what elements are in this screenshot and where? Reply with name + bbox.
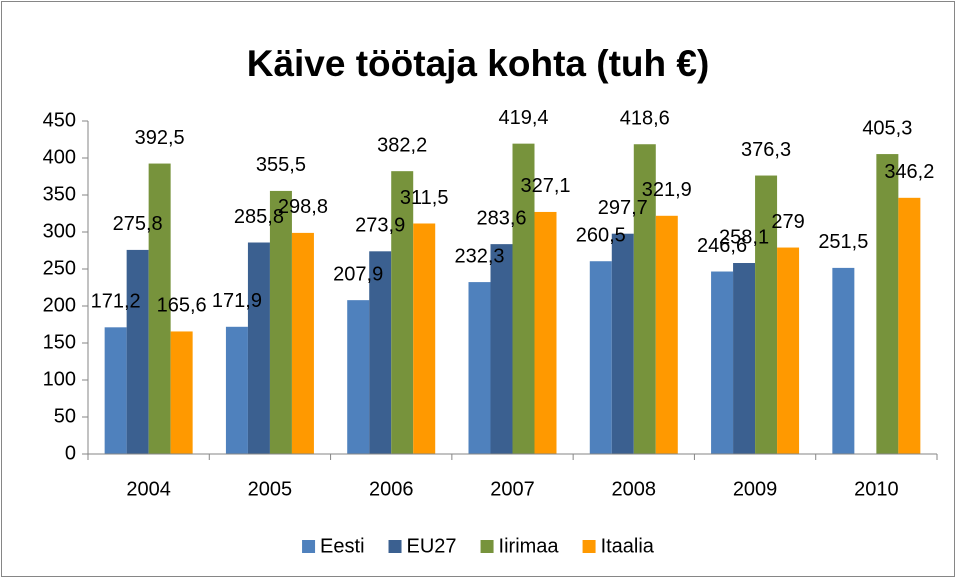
data-label: 279 [771,211,804,233]
data-label: 418,6 [620,108,670,130]
data-label: 346,2 [884,161,934,183]
data-label: 405,3 [862,117,912,139]
data-label: 321,9 [642,179,692,201]
data-label: 355,5 [256,154,306,176]
data-label: 258,1 [719,226,769,248]
legend-swatch [302,540,316,553]
chart-title: Käive töötaja kohta (tuh €) [247,43,710,84]
y-tick-label: 50 [54,405,76,427]
y-tick-label: 300 [43,220,76,242]
bar [777,247,800,454]
y-tick-label: 400 [43,146,76,168]
bar [104,327,127,454]
y-tick-label: 0 [65,442,76,464]
data-label: 298,8 [278,196,328,218]
data-label: 297,7 [598,197,648,219]
bar [876,154,899,454]
bar [247,242,270,454]
bar [391,171,414,454]
data-label: 273,9 [355,215,405,237]
bar [225,326,248,454]
y-tick-label: 100 [43,368,76,390]
x-tick-label: 2005 [248,478,293,500]
bar [589,261,612,454]
bar [832,267,855,454]
bar [269,190,292,454]
bar [733,263,756,454]
data-label: 376,3 [741,139,791,161]
y-tick-label: 250 [43,257,76,279]
y-tick-label: 150 [43,331,76,353]
data-label: 232,3 [454,245,504,267]
bar [898,197,921,454]
bar [369,251,392,454]
x-tick-label: 2010 [854,478,899,500]
bar [291,232,314,454]
legend-swatch [582,540,596,553]
bar [126,249,149,454]
bar [512,143,535,455]
data-label: 165,6 [157,295,207,317]
y-tick-label: 450 [43,109,76,131]
bar [170,331,193,454]
legend-label: Itaalia [601,535,655,557]
data-label: 251,5 [818,231,868,253]
data-label: 311,5 [400,187,449,209]
x-tick-label: 2007 [490,478,535,500]
legend-swatch [388,540,402,553]
x-tick-label: 2004 [126,478,171,500]
data-label: 171,9 [212,290,262,312]
bar [711,271,734,454]
bar [468,282,491,454]
bar [148,163,171,455]
y-tick-label: 200 [43,294,76,316]
legend-swatch [480,540,494,553]
data-label: 207,9 [333,263,383,285]
bar [633,144,656,454]
bar [413,223,436,454]
bar [534,211,557,454]
legend-label: Iirimaa [499,535,560,557]
data-label: 275,8 [113,213,163,235]
data-label: 171,2 [91,291,141,313]
legend-label: Eesti [320,535,364,557]
y-tick-label: 350 [43,183,76,205]
bar [655,215,678,454]
data-label: 260,5 [576,225,626,247]
data-label: 392,5 [135,127,185,149]
data-label: 382,2 [377,134,427,156]
x-tick-label: 2008 [612,478,657,500]
data-label: 246,6 [697,235,747,257]
data-label: 283,6 [476,207,526,229]
data-label: 327,1 [520,175,570,197]
data-label: 419,4 [498,107,548,129]
bar [490,244,513,454]
x-tick-label: 2006 [369,478,414,500]
legend-label: EU27 [407,535,457,557]
x-tick-label: 2009 [733,478,778,500]
bar [755,175,778,454]
bar [347,300,370,454]
data-label: 285,8 [234,206,284,228]
bar [611,233,634,454]
